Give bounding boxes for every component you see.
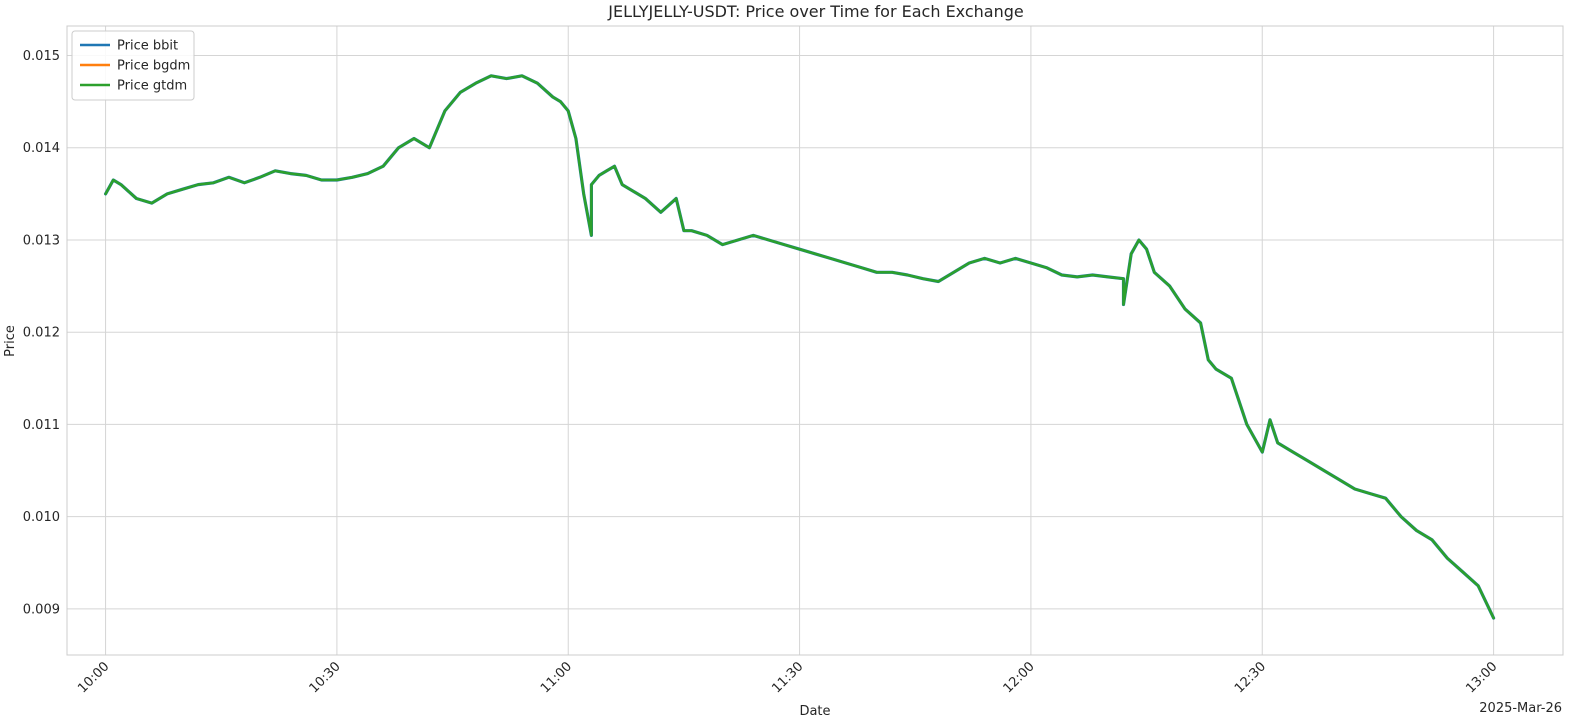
y-tick-label: 0.013 bbox=[23, 233, 60, 248]
x-tick-label: 11:30 bbox=[769, 659, 806, 696]
y-tick-labels: 0.009 0.010 0.011 0.012 0.013 0.014 0.015 bbox=[23, 49, 60, 617]
y-tick-label: 0.010 bbox=[23, 510, 60, 525]
y-tick-label: 0.015 bbox=[23, 49, 60, 64]
y-tick-label: 0.011 bbox=[23, 418, 60, 433]
date-offset-label: 2025-Mar-26 bbox=[1479, 701, 1562, 716]
y-axis-label: Price bbox=[3, 325, 18, 357]
x-axis-label: Date bbox=[799, 704, 830, 719]
legend-label-price-bgdm: Price bgdm bbox=[117, 59, 190, 74]
legend-box bbox=[71, 30, 195, 101]
plot-frame bbox=[66, 25, 1564, 656]
x-tick-label: 10:00 bbox=[75, 659, 112, 696]
series-line-price-gtdm bbox=[104, 74, 1495, 620]
y-tick-label: 0.012 bbox=[23, 326, 60, 341]
x-tick-label: 10:30 bbox=[307, 659, 344, 696]
series-layer bbox=[104, 74, 1496, 620]
x-tick-labels: 10:00 10:30 11:00 11:30 12:00 12:30 13:00 bbox=[75, 659, 1500, 696]
x-tick-label: 12:30 bbox=[1232, 659, 1269, 696]
legend-label-price-gtdm: Price gtdm bbox=[117, 79, 187, 94]
y-tick-label: 0.009 bbox=[23, 602, 60, 617]
legend-label-price-bbit: Price bbit bbox=[117, 39, 178, 54]
x-tick-label: 13:00 bbox=[1463, 659, 1500, 696]
chart-title: JELLYJELLY-USDT: Price over Time for Eac… bbox=[607, 2, 1024, 21]
legend: Price bbit Price bgdm Price gtdm bbox=[71, 30, 195, 101]
x-tick-label: 11:00 bbox=[538, 659, 575, 696]
x-tick-label: 12:00 bbox=[1001, 659, 1038, 696]
y-tick-label: 0.014 bbox=[23, 141, 60, 156]
grid-lines bbox=[67, 26, 1563, 655]
